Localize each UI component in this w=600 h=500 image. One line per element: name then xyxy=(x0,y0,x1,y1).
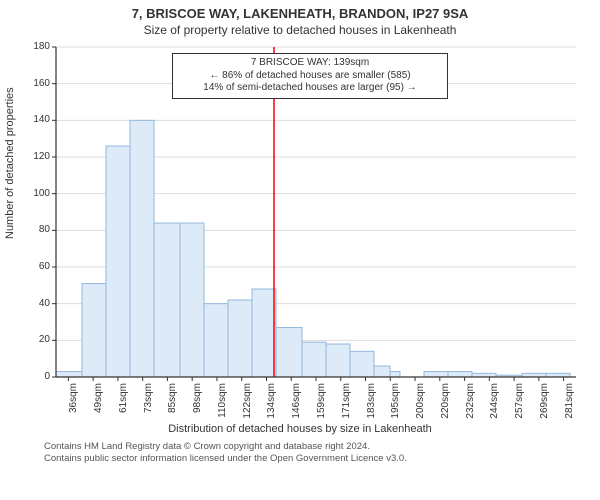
y-tick-label: 80 xyxy=(39,224,50,235)
y-tick-label: 140 xyxy=(33,114,50,125)
x-tick-label: 98sqm xyxy=(192,383,203,423)
x-tick-label: 73sqm xyxy=(143,383,154,423)
histogram-bar xyxy=(424,372,448,378)
histogram-bar xyxy=(276,328,302,378)
histogram-bar xyxy=(326,344,350,377)
chart-title-1: 7, BRISCOE WAY, LAKENHEATH, BRANDON, IP2… xyxy=(0,0,600,21)
x-tick-label: 183sqm xyxy=(366,383,377,423)
y-tick-label: 20 xyxy=(39,334,50,345)
x-tick-label: 232sqm xyxy=(465,383,476,423)
x-tick-label: 134sqm xyxy=(266,383,277,423)
footer-line-1: Contains HM Land Registry data © Crown c… xyxy=(44,441,590,453)
x-tick-label: 110sqm xyxy=(217,383,228,423)
y-tick-label: 100 xyxy=(33,188,50,199)
x-tick-label: 85sqm xyxy=(167,383,178,423)
histogram-bar xyxy=(350,351,374,377)
histogram-bar xyxy=(180,223,204,377)
footer-line-2: Contains public sector information licen… xyxy=(44,453,590,465)
x-tick-label: 220sqm xyxy=(440,383,451,423)
y-tick-label: 120 xyxy=(33,151,50,162)
histogram-bar xyxy=(374,366,390,377)
x-tick-label: 159sqm xyxy=(316,383,327,423)
x-tick-label: 244sqm xyxy=(489,383,500,423)
x-tick-label: 257sqm xyxy=(514,383,525,423)
annotation-box: 7 BRISCOE WAY: 139sqm ← 86% of detached … xyxy=(172,53,448,99)
y-tick-label: 40 xyxy=(39,298,50,309)
histogram-bar xyxy=(448,372,472,378)
histogram-bar xyxy=(252,289,276,377)
y-tick-label: 60 xyxy=(39,261,50,272)
histogram-bar xyxy=(302,342,326,377)
x-tick-label: 122sqm xyxy=(242,383,253,423)
x-tick-label: 269sqm xyxy=(539,383,550,423)
x-tick-label: 146sqm xyxy=(291,383,302,423)
histogram-bar xyxy=(106,146,130,377)
y-tick-label: 180 xyxy=(33,41,50,52)
x-tick-label: 49sqm xyxy=(93,383,104,423)
x-tick-label: 195sqm xyxy=(390,383,401,423)
x-tick-label: 61sqm xyxy=(118,383,129,423)
y-axis-label: Number of detached properties xyxy=(4,87,16,239)
x-tick-label: 36sqm xyxy=(68,383,79,423)
histogram-bar xyxy=(82,284,106,378)
histogram-bar xyxy=(130,120,154,377)
histogram-bar xyxy=(56,372,82,378)
x-tick-label: 200sqm xyxy=(415,383,426,423)
histogram-bar xyxy=(204,304,228,377)
chart-title-2: Size of property relative to detached ho… xyxy=(0,21,600,39)
histogram-bar xyxy=(228,300,252,377)
chart-area: Number of detached properties 7 BRISCOE … xyxy=(0,39,600,419)
x-tick-label: 281sqm xyxy=(564,383,575,423)
y-tick-label: 160 xyxy=(33,78,50,89)
annotation-line-1: 7 BRISCOE WAY: 139sqm xyxy=(179,57,441,70)
annotation-line-3: 14% of semi-detached houses are larger (… xyxy=(179,82,441,95)
histogram-bar xyxy=(390,372,400,378)
x-tick-label: 171sqm xyxy=(341,383,352,423)
y-tick-label: 0 xyxy=(44,371,50,382)
histogram-bar xyxy=(154,223,180,377)
annotation-line-2: ← 86% of detached houses are smaller (58… xyxy=(179,70,441,83)
